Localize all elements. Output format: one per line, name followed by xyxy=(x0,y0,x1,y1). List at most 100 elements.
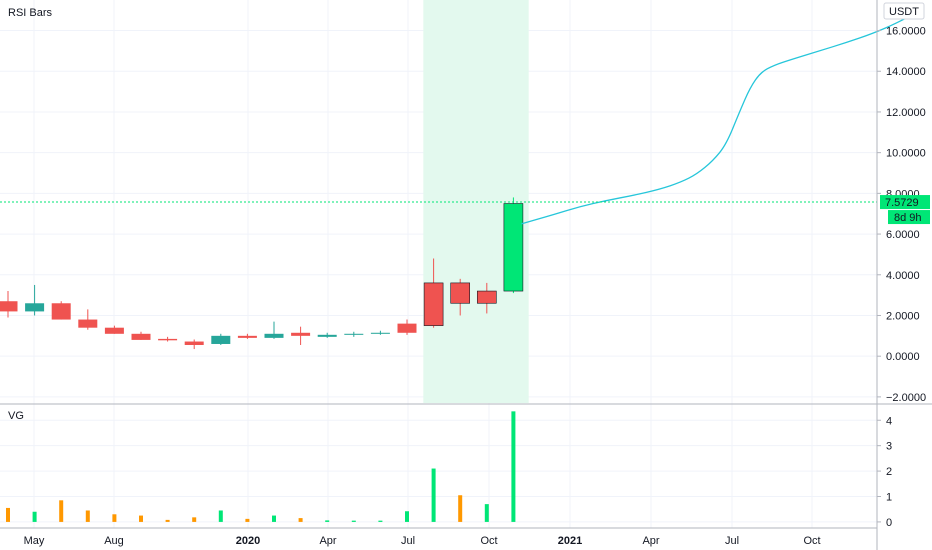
candle-body xyxy=(476,290,497,304)
candle[interactable] xyxy=(104,325,124,334)
volume-bar[interactable] xyxy=(112,514,117,522)
candle-body xyxy=(0,301,18,312)
price-axis-label: 14.0000 xyxy=(886,66,926,78)
price-axis[interactable]: 16.000014.000012.000010.00008.00006.0000… xyxy=(877,26,926,404)
volume-bar[interactable] xyxy=(484,504,489,522)
time-axis[interactable]: May Aug 2020 Apr Jul Oct 2021 Apr Jul Oct xyxy=(24,535,821,547)
volume-bar[interactable] xyxy=(458,495,463,522)
price-panel-title: RSI Bars xyxy=(8,7,53,19)
candle[interactable] xyxy=(370,330,390,335)
candle[interactable] xyxy=(158,336,178,342)
time-axis-label: Oct xyxy=(480,535,497,547)
candle-body xyxy=(291,332,311,336)
time-axis-label: Jul xyxy=(725,535,739,547)
candle[interactable] xyxy=(476,282,497,314)
price-axis-label: 16.0000 xyxy=(886,26,926,38)
candle[interactable] xyxy=(0,291,18,318)
volume-bar[interactable] xyxy=(32,511,37,522)
candle-body xyxy=(78,319,98,328)
candle[interactable] xyxy=(184,339,204,350)
volume-axis-label: 2 xyxy=(886,466,892,478)
price-axis-label: 6.0000 xyxy=(886,229,920,241)
candle-body xyxy=(423,282,444,326)
last-price-tag: 7.5729 8d 9h xyxy=(880,195,930,225)
price-axis-label: −2.0000 xyxy=(886,392,926,404)
volume-bar[interactable] xyxy=(6,507,10,522)
candle-body xyxy=(503,203,524,292)
price-axis-label: 10.0000 xyxy=(886,148,926,160)
volume-bar[interactable] xyxy=(272,515,276,522)
volume-bar[interactable] xyxy=(245,518,250,522)
candle[interactable] xyxy=(25,284,45,316)
time-axis-label: May xyxy=(24,535,45,547)
candle[interactable] xyxy=(131,331,151,340)
volume-axis-label: 1 xyxy=(886,492,892,504)
time-axis-label: Aug xyxy=(104,535,124,547)
volume-axis-label: 0 xyxy=(886,517,892,529)
candle-body xyxy=(397,323,417,333)
currency-badge-label: USDT xyxy=(889,6,919,18)
price-axis-label: 12.0000 xyxy=(886,107,926,119)
candle[interactable] xyxy=(423,258,444,328)
volume-axis[interactable]: 4 3 2 1 0 xyxy=(877,415,892,529)
candle-layer xyxy=(0,197,524,350)
candle[interactable] xyxy=(78,309,98,330)
candle-body xyxy=(51,303,71,320)
candle-body xyxy=(184,341,204,345)
highlight-zone xyxy=(423,0,529,403)
time-axis-label: Oct xyxy=(803,535,820,547)
time-axis-label: Jul xyxy=(401,535,415,547)
volume-bar[interactable] xyxy=(59,500,64,522)
candle-body xyxy=(317,334,337,337)
price-axis-label: 2.0000 xyxy=(886,310,920,322)
time-axis-label: Apr xyxy=(642,535,659,547)
volume-axis-label: 4 xyxy=(886,415,892,427)
candle[interactable] xyxy=(291,326,311,345)
volume-bar[interactable] xyxy=(511,411,516,522)
candle[interactable] xyxy=(344,331,364,337)
candle-body xyxy=(25,303,45,312)
projection-line xyxy=(521,15,911,225)
candle-body xyxy=(211,335,231,344)
volume-bar[interactable] xyxy=(405,511,409,522)
candle[interactable] xyxy=(317,332,337,338)
candle[interactable] xyxy=(237,333,257,339)
volume-bars-layer xyxy=(6,411,516,522)
time-axis-label: Apr xyxy=(319,535,336,547)
time-axis-label: 2020 xyxy=(236,535,260,547)
candle-body xyxy=(370,332,390,334)
volume-bar[interactable] xyxy=(325,520,330,522)
time-axis-label: 2021 xyxy=(558,535,582,547)
candle-body xyxy=(344,333,364,335)
price-axis-label: 4.0000 xyxy=(886,270,920,282)
candle-body xyxy=(104,327,124,334)
candle[interactable] xyxy=(503,197,524,294)
volume-bar[interactable] xyxy=(378,520,383,522)
currency-badge[interactable] xyxy=(883,2,925,20)
countdown-label: 8d 9h xyxy=(894,212,922,224)
candle[interactable] xyxy=(51,301,71,320)
candle[interactable] xyxy=(211,333,231,345)
candle-body xyxy=(264,333,284,338)
price-axis-label: 0.0000 xyxy=(886,351,920,363)
volume-bar[interactable] xyxy=(165,519,170,522)
volume-bar[interactable] xyxy=(192,517,197,522)
volume-bar[interactable] xyxy=(139,515,143,522)
volume-bar[interactable] xyxy=(218,510,223,522)
volume-bar[interactable] xyxy=(351,520,356,522)
volume-bar[interactable] xyxy=(85,510,90,522)
candle[interactable] xyxy=(450,278,471,316)
candle-body xyxy=(158,338,178,341)
candle-body xyxy=(237,335,257,338)
volume-panel-title: VG xyxy=(8,410,24,422)
candle-body xyxy=(450,282,471,304)
candle[interactable] xyxy=(397,319,417,335)
candle[interactable] xyxy=(264,321,284,339)
volume-bar[interactable] xyxy=(431,468,436,522)
volume-axis-label: 3 xyxy=(886,441,892,453)
candle-body xyxy=(131,333,151,340)
last-price-label: 7.5729 xyxy=(885,197,919,209)
volume-bar[interactable] xyxy=(298,518,303,522)
